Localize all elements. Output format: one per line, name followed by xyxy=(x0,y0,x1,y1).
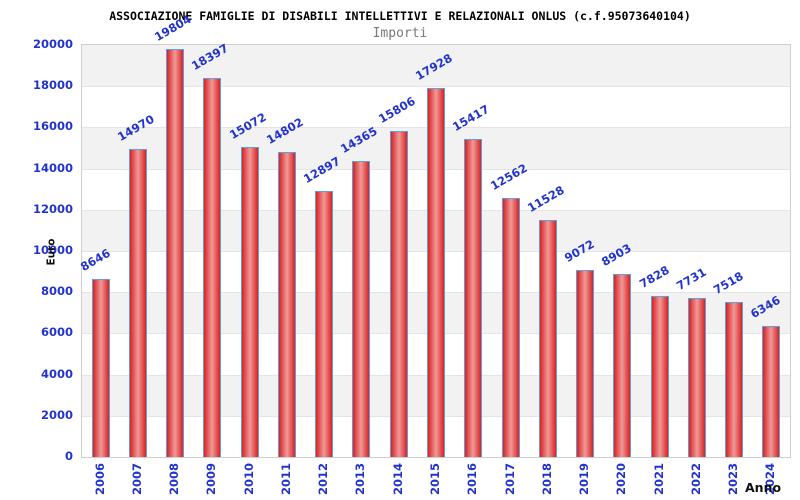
y-tick-label: 12000 xyxy=(32,201,73,216)
x-tick-label: 2012 xyxy=(303,459,343,499)
x-tick-label: 2008 xyxy=(154,459,194,499)
bar xyxy=(389,131,408,457)
bar xyxy=(725,302,744,457)
bar xyxy=(501,198,520,457)
x-tick-label-text: 2023 xyxy=(726,462,741,496)
bar xyxy=(687,297,706,457)
x-tick-label-text: 2019 xyxy=(577,462,592,496)
x-tick-label: 2018 xyxy=(527,459,567,499)
x-tick-label: 2009 xyxy=(191,459,231,499)
x-tick-label-text: 2017 xyxy=(502,462,517,496)
x-tick-label: 2016 xyxy=(452,459,492,499)
x-tick-label-text: 2006 xyxy=(92,462,107,496)
x-tick-label: 2006 xyxy=(80,459,120,499)
x-tick-label-text: 2011 xyxy=(278,462,293,496)
bar xyxy=(613,273,632,457)
x-tick-label: 2022 xyxy=(676,459,716,499)
x-tick-label-text: 2008 xyxy=(167,462,182,496)
bar xyxy=(128,148,147,457)
y-axis-title: Euro xyxy=(31,230,73,274)
y-tick-label: 2000 xyxy=(40,407,73,422)
x-tick-label: 2017 xyxy=(490,459,530,499)
bar xyxy=(650,295,669,457)
bar xyxy=(464,139,483,457)
x-tick-label-text: 2021 xyxy=(651,462,666,496)
x-tick-label-text: 2010 xyxy=(241,462,256,496)
y-tick-label: 20000 xyxy=(32,37,73,51)
bar xyxy=(315,191,334,457)
x-tick-label: 2021 xyxy=(639,459,679,499)
y-tick-label: 8000 xyxy=(40,284,73,299)
x-tick-label: 2020 xyxy=(601,459,641,499)
x-tick-label-text: 2018 xyxy=(539,462,554,496)
x-tick-label-text: 2016 xyxy=(465,462,480,496)
chart-subtitle: Importi xyxy=(372,26,428,41)
x-tick-label: 2010 xyxy=(229,459,269,499)
x-tick-label-text: 2012 xyxy=(316,462,331,496)
y-tick-label: 10000 xyxy=(32,243,73,257)
bar xyxy=(166,49,185,457)
bar xyxy=(762,326,781,457)
x-tick-label-text: 2014 xyxy=(390,462,405,496)
y-tick-label: 16000 xyxy=(32,119,73,134)
bar xyxy=(427,87,445,457)
chart-title: ASSOCIAZIONE FAMIGLIE DI DISABILI INTELL… xyxy=(109,9,691,23)
x-tick-label: 2014 xyxy=(378,459,418,499)
bar xyxy=(576,270,595,457)
bar xyxy=(538,219,557,457)
bar xyxy=(203,78,222,457)
x-tick-label: 2019 xyxy=(564,459,604,499)
y-tick-label: 6000 xyxy=(40,325,73,340)
x-tick-label-text: 2013 xyxy=(353,462,368,496)
y-tick-label: 4000 xyxy=(40,366,73,381)
x-tick-label-text: 2015 xyxy=(427,462,442,496)
y-tick-label: 18000 xyxy=(32,78,73,93)
x-tick-label-text: 2007 xyxy=(129,462,144,496)
bar xyxy=(352,161,371,457)
bar xyxy=(91,278,110,457)
bar xyxy=(277,152,296,457)
x-axis-title: Anno xyxy=(745,480,782,495)
plot-area: 8646 14970 19804 18397 15072 14802 12897 14365 1… xyxy=(78,12,791,458)
x-tick-label-text: 2022 xyxy=(688,462,703,496)
x-tick-label-text: 2020 xyxy=(614,462,629,496)
y-tick-label: 0 xyxy=(64,449,73,463)
x-tick-label: 2007 xyxy=(117,459,157,499)
y-tick-label: 14000 xyxy=(32,160,73,175)
x-tick-label-text: 2009 xyxy=(204,462,219,496)
bar xyxy=(240,146,259,457)
y-axis-title-text: Euro xyxy=(45,238,58,266)
x-tick-label: 2015 xyxy=(415,459,455,499)
x-tick-label: 2011 xyxy=(266,459,306,499)
x-tick-label: 2013 xyxy=(340,459,380,499)
grid-band xyxy=(82,45,790,87)
